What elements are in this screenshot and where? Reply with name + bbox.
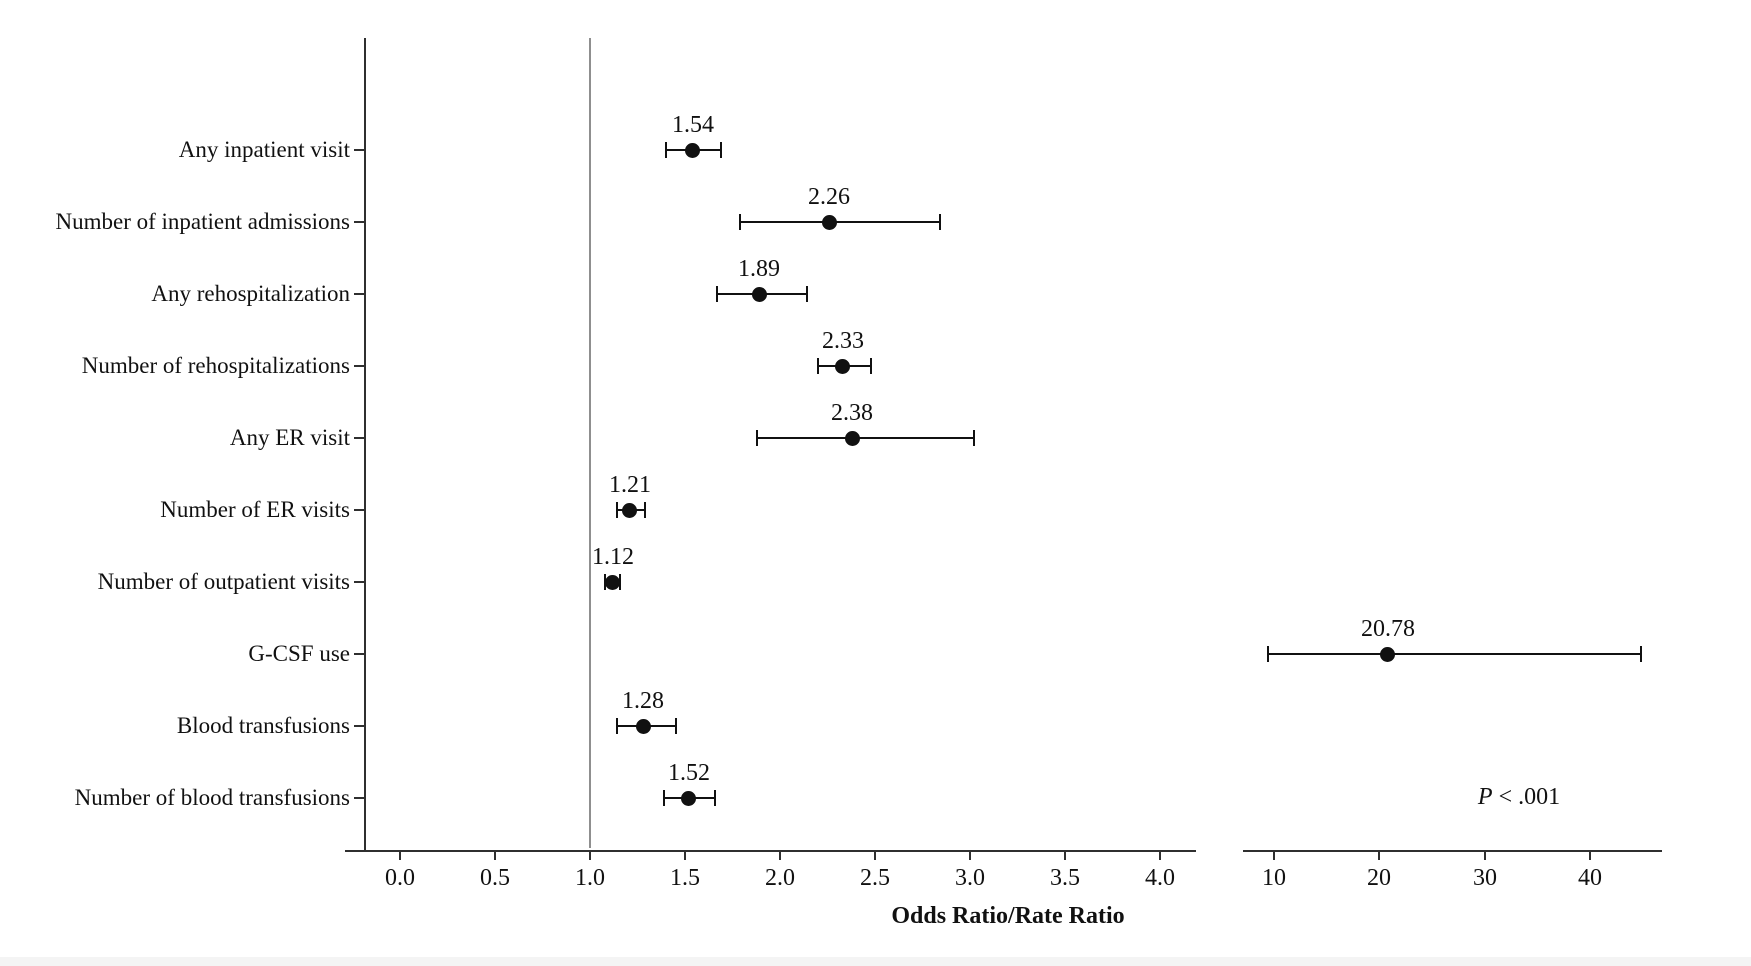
x-tick xyxy=(494,850,496,860)
x-tick-label: 20 xyxy=(1367,865,1391,891)
ci-line xyxy=(757,437,974,439)
ci-cap-low xyxy=(716,286,718,302)
x-tick xyxy=(969,850,971,860)
value-label: 2.38 xyxy=(831,400,873,426)
ci-cap-low xyxy=(663,790,665,806)
x-axis-break-segment xyxy=(1243,850,1662,852)
y-tick xyxy=(354,797,364,799)
category-label: Number of outpatient visits xyxy=(97,569,350,594)
ci-cap-high xyxy=(675,718,677,734)
ci-cap-high xyxy=(1640,646,1642,662)
x-tick-label: 1.5 xyxy=(670,865,700,891)
ci-cap-low xyxy=(739,214,741,230)
ci-line xyxy=(740,221,940,223)
x-tick xyxy=(779,850,781,860)
value-label: 1.52 xyxy=(668,760,710,786)
x-tick xyxy=(1484,850,1486,860)
point-estimate xyxy=(605,575,620,590)
x-tick-label: 1.0 xyxy=(575,865,605,891)
y-tick xyxy=(354,509,364,511)
p-value-prefix: P xyxy=(1477,784,1493,810)
ci-cap-low xyxy=(616,718,618,734)
x-tick xyxy=(874,850,876,860)
ci-cap-high xyxy=(644,502,646,518)
x-tick xyxy=(1159,850,1161,860)
category-label: Number of blood transfusions xyxy=(74,785,350,810)
x-tick-label: 4.0 xyxy=(1145,865,1175,891)
x-axis-main-segment xyxy=(345,850,1196,852)
value-label: 2.33 xyxy=(822,328,864,354)
ci-cap-high xyxy=(939,214,941,230)
y-tick xyxy=(354,725,364,727)
x-tick xyxy=(1589,850,1591,860)
x-tick-label: 30 xyxy=(1473,865,1497,891)
category-label: Blood transfusions xyxy=(176,713,350,738)
p-value-annotation: P < .001 xyxy=(1414,784,1624,811)
x-tick-label: 0.5 xyxy=(480,865,510,891)
category-label: Number of inpatient admissions xyxy=(55,209,351,234)
category-label: Number of ER visits xyxy=(160,497,350,522)
ci-cap-low xyxy=(665,142,667,158)
point-estimate xyxy=(685,143,700,158)
x-tick xyxy=(684,850,686,860)
y-tick xyxy=(354,221,364,223)
y-tick xyxy=(354,581,364,583)
x-tick-label: 2.0 xyxy=(765,865,795,891)
point-estimate xyxy=(822,215,837,230)
category-label: Any ER visit xyxy=(229,425,350,450)
value-label: 1.21 xyxy=(609,472,651,498)
x-tick xyxy=(589,850,591,860)
value-label: 1.12 xyxy=(592,544,634,570)
ci-cap-high xyxy=(870,358,872,374)
category-label: Number of rehospitalizations xyxy=(81,353,350,378)
value-label: 20.78 xyxy=(1361,616,1415,642)
category-label: G-CSF use xyxy=(248,641,350,666)
p-value-rest: < .001 xyxy=(1492,784,1561,810)
x-axis-title: Odds Ratio/Rate Ratio xyxy=(891,903,1125,929)
point-estimate xyxy=(752,287,767,302)
ci-cap-high xyxy=(619,574,621,590)
reference-line xyxy=(589,38,591,848)
ci-cap-low xyxy=(616,502,618,518)
x-tick-label: 3.5 xyxy=(1050,865,1080,891)
value-label: 1.54 xyxy=(672,112,714,138)
point-estimate xyxy=(835,359,850,374)
x-tick xyxy=(1378,850,1380,860)
ci-cap-high xyxy=(720,142,722,158)
ci-cap-high xyxy=(806,286,808,302)
x-tick xyxy=(1273,850,1275,860)
value-label: 1.28 xyxy=(622,688,664,714)
point-estimate xyxy=(1380,647,1395,662)
ci-cap-high xyxy=(973,430,975,446)
x-tick-label: 2.5 xyxy=(860,865,890,891)
bottom-divider xyxy=(0,957,1751,966)
y-tick xyxy=(354,437,364,439)
x-tick xyxy=(1064,850,1066,860)
y-axis-line xyxy=(364,38,366,850)
category-label: Any rehospitalization xyxy=(151,281,350,306)
point-estimate xyxy=(636,719,651,734)
category-label: Any inpatient visit xyxy=(178,137,350,162)
ci-cap-low xyxy=(1267,646,1269,662)
y-tick xyxy=(354,365,364,367)
point-estimate xyxy=(622,503,637,518)
point-estimate xyxy=(845,431,860,446)
ci-cap-low xyxy=(817,358,819,374)
x-tick-label: 3.0 xyxy=(955,865,985,891)
y-tick xyxy=(354,293,364,295)
ci-cap-high xyxy=(714,790,716,806)
ci-cap-low xyxy=(756,430,758,446)
value-label: 1.89 xyxy=(738,256,780,282)
x-tick-label: 10 xyxy=(1262,865,1286,891)
y-tick xyxy=(354,149,364,151)
x-tick-label: 40 xyxy=(1578,865,1602,891)
point-estimate xyxy=(681,791,696,806)
value-label: 2.26 xyxy=(808,184,850,210)
x-tick-label: 0.0 xyxy=(385,865,415,891)
y-tick xyxy=(354,653,364,655)
x-tick xyxy=(399,850,401,860)
ci-line xyxy=(1268,653,1641,655)
